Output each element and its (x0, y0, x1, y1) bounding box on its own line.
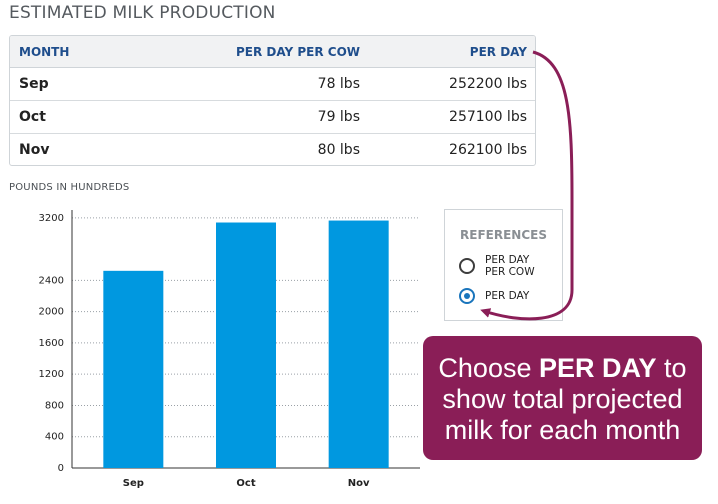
cell-month: Oct (19, 109, 46, 125)
cell-per-day-per-cow: 80 lbs (317, 142, 360, 158)
y-tick-label: 1600 (39, 338, 64, 349)
cell-per-day-per-cow: 78 lbs (317, 76, 360, 92)
production-table: MONTH PER DAY PER COW PER DAY Sep 78 lbs… (9, 35, 536, 166)
radio-unchecked-icon[interactable] (459, 258, 475, 274)
x-tick-label: Nov (348, 478, 370, 489)
chart-caption: POUNDS IN HUNDREDS (9, 182, 130, 193)
bar-sep (103, 270, 164, 468)
page-title: ESTIMATED MILK PRODUCTION (9, 3, 276, 23)
y-tick-label: 400 (45, 432, 64, 443)
cell-per-day-per-cow: 79 lbs (317, 109, 360, 125)
reference-option-label: PER DAY PER COW (485, 254, 535, 278)
y-tick-label: 800 (45, 400, 64, 411)
reference-option-per-day-per-cow[interactable]: PER DAY PER COW (459, 254, 545, 278)
instruction-callout: Choose PER DAY to show total projected m… (423, 336, 702, 460)
radio-checked-icon[interactable] (459, 288, 475, 304)
reference-option-per-day[interactable]: PER DAY (459, 288, 545, 304)
y-tick-label: 2400 (39, 275, 64, 286)
cell-per-day: 257100 lbs (449, 109, 527, 125)
bar-nov (328, 220, 389, 468)
callout-emphasis: PER DAY (539, 353, 657, 383)
cell-month: Nov (19, 142, 50, 158)
table-row: Nov 80 lbs 262100 lbs (10, 134, 535, 165)
bar-chart: 0 400 800 1200 1600 2000 2400 3200 Sep Oct Nov (39, 210, 420, 489)
cell-per-day: 262100 lbs (449, 142, 527, 158)
table-row: Sep 78 lbs 252200 lbs (10, 68, 535, 101)
references-title: REFERENCES (460, 228, 547, 242)
references-panel: REFERENCES PER DAY PER COW PER DAY (444, 209, 563, 321)
header-per-day-per-cow[interactable]: PER DAY PER COW (235, 44, 360, 59)
bar-oct (216, 222, 276, 468)
header-month[interactable]: MONTH (19, 44, 70, 59)
y-tick-label: 0 (58, 463, 64, 474)
x-tick-label: Sep (123, 478, 144, 489)
header-per-day[interactable]: PER DAY (469, 44, 527, 59)
y-tick-label: 1200 (39, 369, 64, 380)
cell-per-day: 252200 lbs (449, 76, 527, 92)
x-tick-label: Oct (236, 478, 255, 489)
y-tick-label: 2000 (39, 307, 64, 318)
table-row: Oct 79 lbs 257100 lbs (10, 101, 535, 134)
cell-month: Sep (19, 76, 49, 92)
callout-suffix: to show total projected milk for each mo… (442, 353, 687, 445)
callout-prefix: Choose (438, 353, 539, 383)
y-tick-label: 3200 (39, 213, 64, 224)
table-header: MONTH PER DAY PER COW PER DAY (10, 36, 535, 68)
reference-option-label: PER DAY (485, 290, 530, 302)
